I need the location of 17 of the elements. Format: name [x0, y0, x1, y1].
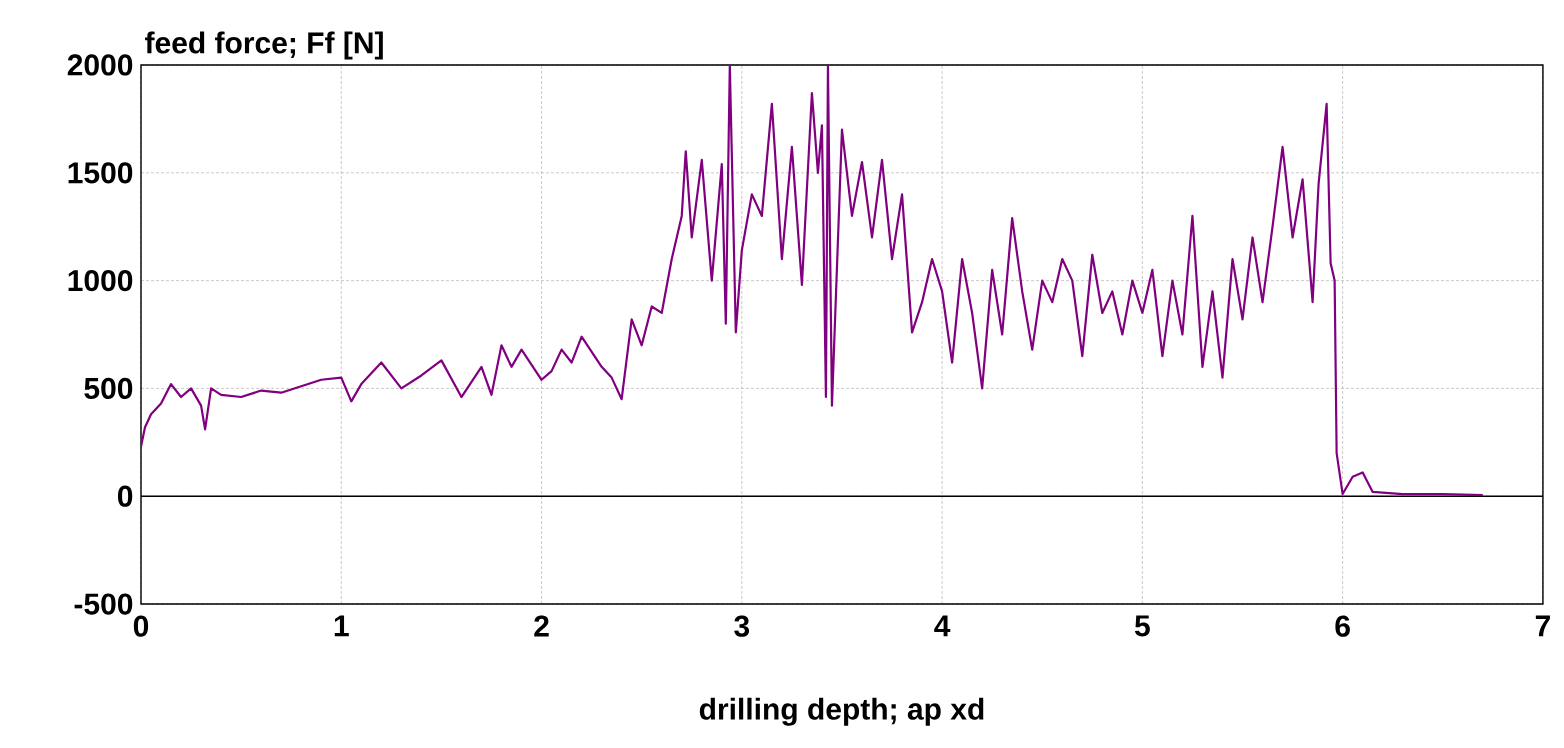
- x-tick-label: 2: [534, 615, 549, 637]
- y-tick-label: 0: [117, 485, 133, 507]
- y-tick-label: 2000: [67, 54, 133, 76]
- x-tick-label: 4: [934, 615, 951, 637]
- x-tick-label: 3: [734, 615, 750, 637]
- y-tick-label: 1500: [68, 162, 133, 184]
- x-axis-title: drilling depth; ap xd: [699, 697, 984, 726]
- x-tick-label: 0: [133, 615, 149, 637]
- y-tick-label: 500: [84, 377, 133, 400]
- y-tick-label: -500: [74, 593, 133, 615]
- x-tick-label: 7: [1535, 615, 1550, 637]
- x-tick-label: 1: [334, 615, 349, 637]
- line-series: [141, 65, 1484, 497]
- y-axis-title: feed force; Ff [N]: [145, 31, 383, 60]
- x-tick-label: 6: [1335, 615, 1350, 637]
- y-tick-label: 1000: [68, 269, 133, 292]
- x-tick-label: 5: [1134, 615, 1150, 637]
